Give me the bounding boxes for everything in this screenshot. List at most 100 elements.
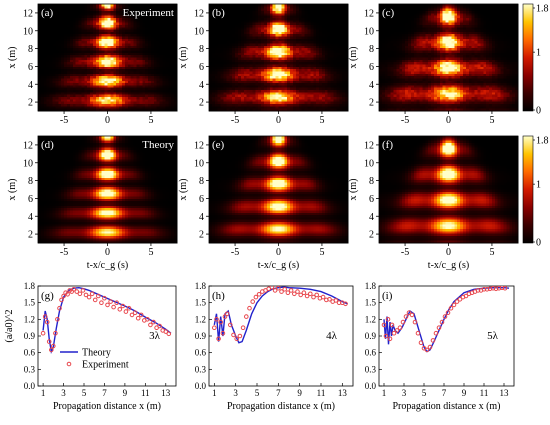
heatmap-cell [148, 52, 152, 56]
heatmap-cell [110, 22, 114, 26]
heatmap-cell [290, 62, 294, 65]
heatmap-cell [339, 13, 343, 17]
heatmap-cell [264, 99, 268, 103]
heatmap-cell [43, 73, 48, 77]
heatmap-cell [275, 27, 279, 30]
heatmap-cell [333, 69, 337, 72]
heatmap-cell [321, 94, 326, 98]
heatmap-cell [240, 76, 245, 79]
heatmap-cell [281, 55, 285, 58]
heatmap-cell [313, 87, 317, 91]
heatmap-cell [220, 45, 224, 49]
heatmap-cell [457, 22, 461, 26]
heatmap-cell [379, 8, 383, 12]
heatmap-cell [223, 108, 227, 112]
heatmap-cell [442, 17, 447, 21]
heatmap-cell [87, 29, 91, 33]
heatmap-cell [211, 34, 216, 37]
heatmap-cell [209, 13, 213, 17]
heatmap-cell [460, 22, 464, 26]
heatmap-cell [171, 17, 175, 21]
heatmap-cell [342, 8, 346, 12]
heatmap-cell [316, 78, 320, 82]
heatmap-cell [261, 55, 265, 58]
heatmap-cell [261, 15, 265, 19]
heatmap-cell [156, 15, 161, 19]
heatmap-cell [64, 106, 68, 110]
heatmap-cell [226, 31, 230, 35]
heatmap-cell [124, 43, 129, 47]
heatmap-cell [313, 22, 317, 26]
heatmap-cell [150, 34, 155, 37]
heatmap-cell [275, 6, 279, 10]
heatmap-cell [52, 38, 56, 42]
heatmap-cell [38, 43, 42, 47]
heatmap-cell [269, 24, 274, 28]
heatmap-cell [148, 57, 152, 61]
heatmap-cell [130, 13, 134, 17]
heatmap-cell [136, 101, 140, 105]
heatmap-cell [72, 10, 77, 14]
heatmap-cell [139, 24, 143, 28]
heatmap-cell [480, 24, 484, 28]
heatmap-cell [321, 22, 326, 26]
heatmap-cell [342, 71, 346, 75]
heatmap-cell [110, 99, 114, 103]
heatmap-cell [226, 52, 230, 56]
heatmap-cell [324, 87, 329, 91]
heatmap-cell [278, 59, 282, 63]
heatmap-cell [480, 8, 484, 12]
heatmap-cell [142, 94, 146, 98]
heatmap-cell [237, 92, 242, 96]
heatmap-cell [298, 15, 303, 19]
heatmap-cell [113, 83, 117, 86]
heatmap-cell [130, 4, 134, 7]
heatmap-cell [327, 76, 332, 79]
heatmap-cell [136, 34, 140, 37]
heatmap-cell [339, 22, 343, 26]
heatmap-cell [345, 64, 349, 68]
heatmap-cell [174, 83, 178, 86]
heatmap-cell [405, 17, 409, 21]
heatmap-cell [266, 62, 271, 65]
heatmap-cell [292, 83, 297, 86]
heatmap-cell [272, 101, 277, 105]
heatmap-cell [49, 64, 53, 68]
heatmap-cell [133, 64, 137, 68]
heatmap-cell [116, 38, 120, 42]
heatmap-cell [90, 4, 94, 7]
heatmap-cell [301, 41, 305, 44]
heatmap-cell [43, 66, 48, 70]
heatmap-cell [223, 92, 227, 96]
heatmap-cell [436, 17, 441, 21]
heatmap-cell [98, 101, 103, 105]
heatmap-cell [119, 101, 123, 105]
heatmap-cell [75, 64, 79, 68]
heatmap-cell [52, 64, 56, 68]
heatmap-cell [342, 85, 346, 89]
heatmap-cell [43, 10, 48, 14]
heatmap-cell [46, 52, 50, 56]
heatmap-cell [255, 69, 259, 72]
heatmap-cell [266, 20, 271, 24]
heatmap-cell [46, 34, 50, 37]
heatmap-cell [104, 27, 108, 30]
heatmap-cell [321, 45, 326, 49]
heatmap-cell [342, 22, 346, 26]
heatmap-cell [249, 17, 253, 21]
heatmap-cell [333, 87, 337, 91]
heatmap-cell [121, 104, 126, 107]
heatmap-cell [316, 55, 320, 58]
heatmap-cell [339, 80, 343, 84]
heatmap-cell [148, 66, 152, 70]
heatmap-cell [275, 106, 279, 110]
heatmap-cell [330, 83, 334, 86]
heatmap-cell [255, 106, 259, 110]
heatmap-cell [379, 13, 383, 17]
heatmap-cell [61, 20, 65, 24]
heatmap-cell [223, 52, 227, 56]
heatmap-cell [98, 55, 103, 58]
heatmap-cell [307, 22, 311, 26]
heatmap-cell [110, 92, 114, 96]
heatmap-cell [110, 59, 114, 63]
